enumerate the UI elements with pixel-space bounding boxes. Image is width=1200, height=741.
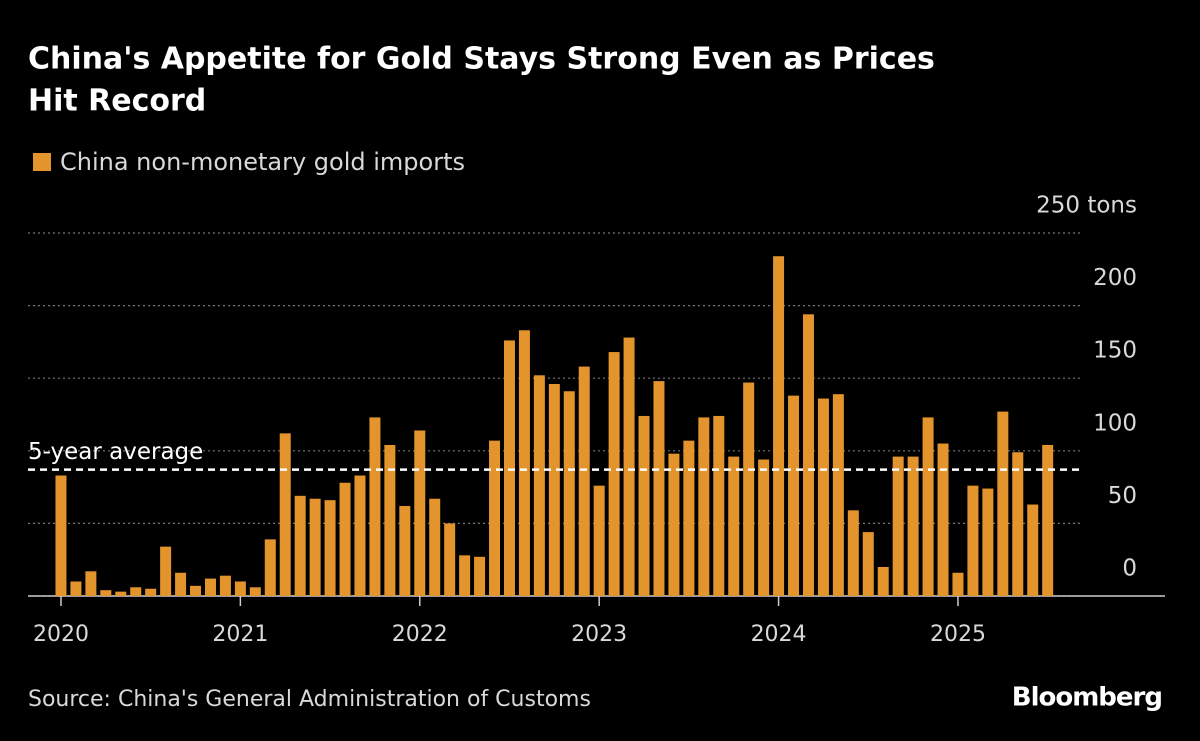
bar [384,444,396,596]
legend-swatch [33,153,51,171]
bar [234,581,246,596]
brand: Bloomberg [1012,683,1162,713]
bar [997,411,1009,596]
bar [339,482,351,596]
bar [55,475,67,596]
bar [85,571,97,596]
bar [623,337,635,596]
bar [548,384,560,596]
bar [219,575,231,596]
bar [653,381,665,596]
bar [429,498,441,596]
bar [1012,452,1024,596]
bar [773,256,785,596]
legend-label: China non-monetary gold imports [60,148,465,176]
bar [638,415,650,596]
bar [743,382,755,596]
annotation: 5-year average [28,439,203,465]
bar [922,417,934,596]
bar [414,430,426,596]
bar [698,417,710,596]
bar [100,590,112,596]
bar [967,485,979,596]
bar [459,555,471,596]
bar [115,591,127,596]
bar [668,453,680,596]
bar [578,366,590,596]
bar [518,330,530,596]
bar [1027,504,1039,596]
bar [294,495,306,596]
y-tick-label: 200 [1093,265,1137,291]
bar [728,456,740,596]
bar [309,498,321,596]
bar [175,572,187,596]
y-tick-label: 50 [1108,483,1137,509]
chart-title-line2: Hit Record [28,84,206,119]
bar [758,459,770,596]
y-tick-label: 150 [1093,338,1137,364]
bar [608,352,620,596]
bar [369,417,381,596]
bar [145,588,157,596]
bar [399,505,411,596]
x-tick-label: 2020 [33,622,89,647]
y-tick-label: 250 tons [1036,193,1137,219]
x-tick-label: 2024 [751,622,807,647]
source: Source: China's General Administration o… [28,687,591,712]
bar [489,440,501,596]
bar [474,556,486,596]
x-tick-label: 2025 [930,622,986,647]
bar [683,440,695,596]
bar [713,415,725,596]
bar [907,456,919,596]
bar [832,394,844,596]
bar [354,475,366,596]
x-tick-label: 2023 [571,622,627,647]
bar [70,581,82,596]
bar [862,532,874,596]
y-tick-label: 0 [1122,556,1137,582]
bar [324,500,336,596]
x-tick-label: 2021 [212,622,268,647]
bar [847,510,859,596]
bar [160,546,172,596]
x-tick-label: 2022 [392,622,448,647]
bar [937,443,949,596]
bar [204,578,216,596]
bar [817,398,829,596]
bar [788,395,800,596]
bar [249,587,261,596]
bar [892,456,904,596]
bar [802,314,814,596]
bar [593,485,605,596]
bar [264,539,276,596]
bar [279,433,291,596]
y-tick-label: 100 [1093,410,1137,436]
bar [1042,444,1054,596]
bar [563,391,575,596]
bar [444,523,456,596]
bar [952,572,964,596]
bar [503,340,515,596]
bar [877,566,889,596]
bar [130,587,142,596]
chart-title: China's Appetite for Gold Stays Strong E… [28,42,935,77]
bar [190,585,202,596]
bar [533,375,545,596]
bar [982,488,994,596]
